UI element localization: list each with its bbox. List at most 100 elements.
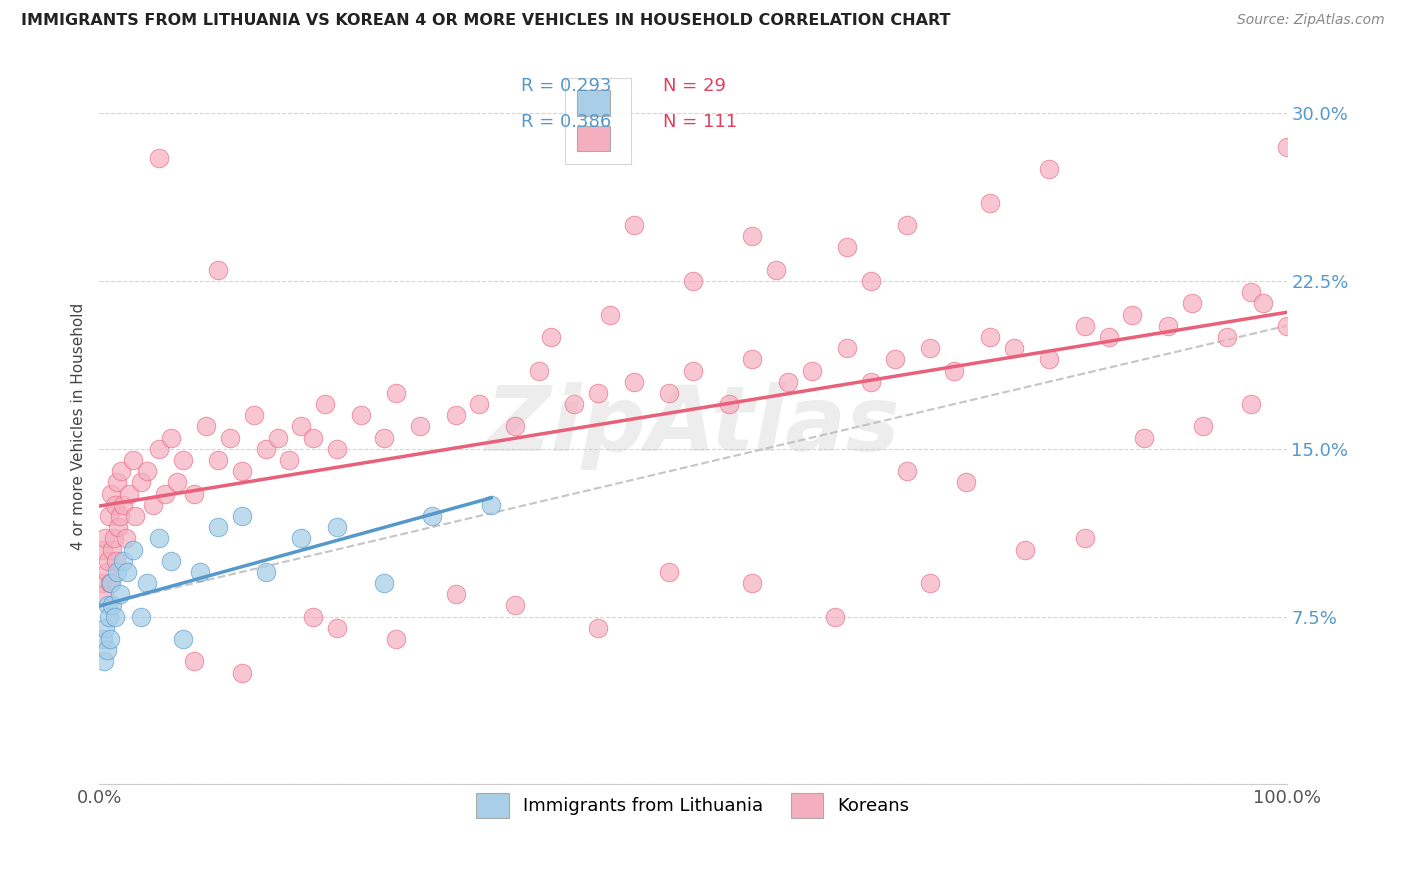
Point [105,475,128,490]
Point [1275,318,1298,333]
Point [824,609,846,624]
Point [183,654,205,668]
Text: N = 29: N = 29 [664,78,727,95]
Point [920,576,942,591]
Point [326,621,349,635]
Point [741,352,763,367]
Point [682,363,704,377]
Point [302,431,325,445]
Point [979,330,1001,344]
Point [91,632,114,646]
Point [159,554,181,568]
Point [1240,285,1263,300]
Point [776,375,799,389]
Point [105,565,128,579]
Point [94,532,117,546]
Point [599,308,621,322]
Point [468,397,491,411]
Point [129,609,152,624]
Point [860,274,883,288]
Point [385,385,408,400]
Point [586,621,609,635]
Point [444,587,467,601]
Point [112,554,135,568]
Point [1216,330,1239,344]
Point [124,508,146,523]
Point [1192,419,1215,434]
Point [860,375,883,389]
Point [896,464,918,478]
Point [172,453,194,467]
Point [254,442,277,456]
Text: N = 111: N = 111 [664,113,738,131]
Point [1157,318,1180,333]
Point [658,565,681,579]
Point [110,464,132,478]
Point [1251,296,1274,310]
Point [148,151,170,165]
Point [1074,318,1097,333]
Point [108,587,131,601]
Point [101,599,124,613]
Point [717,397,740,411]
Text: R = 0.293: R = 0.293 [520,78,612,95]
Point [100,576,122,591]
Point [90,576,112,591]
Point [97,554,120,568]
Point [741,229,763,244]
Point [1097,330,1119,344]
Point [231,464,253,478]
Point [104,498,127,512]
Point [837,341,859,355]
Point [1002,341,1025,355]
Point [326,520,349,534]
Point [540,330,562,344]
Point [96,565,118,579]
Point [188,565,211,579]
Point [121,542,143,557]
Point [135,464,157,478]
Point [503,599,526,613]
Point [623,375,645,389]
Point [118,486,141,500]
Point [97,599,120,613]
Point [373,576,395,591]
Point [91,542,114,557]
Point [98,632,121,646]
Point [1074,532,1097,546]
Point [1038,352,1060,367]
Text: Source: ZipAtlas.com: Source: ZipAtlas.com [1237,13,1385,28]
Point [896,218,918,232]
Point [159,431,181,445]
Point [172,632,194,646]
Point [115,565,138,579]
Point [195,419,218,434]
Point [105,554,128,568]
Point [1121,308,1143,322]
Point [409,419,432,434]
Point [955,475,977,490]
Point [326,442,349,456]
Point [444,409,467,423]
Point [623,218,645,232]
Point [231,508,253,523]
Point [503,419,526,434]
Point [112,498,135,512]
Text: IMMIGRANTS FROM LITHUANIA VS KOREAN 4 OR MORE VEHICLES IN HOUSEHOLD CORRELATION : IMMIGRANTS FROM LITHUANIA VS KOREAN 4 OR… [21,13,950,29]
Point [1133,431,1156,445]
Point [883,352,905,367]
Point [166,475,188,490]
Point [129,475,152,490]
Point [314,397,336,411]
Point [183,486,205,500]
Point [800,363,823,377]
Point [242,409,264,423]
Point [121,453,143,467]
Point [135,576,157,591]
Point [479,498,502,512]
Y-axis label: 4 or more Vehicles in Household: 4 or more Vehicles in Household [72,303,86,550]
Text: ZipAtlas: ZipAtlas [485,383,900,470]
Point [148,532,170,546]
Point [979,195,1001,210]
Point [266,431,288,445]
